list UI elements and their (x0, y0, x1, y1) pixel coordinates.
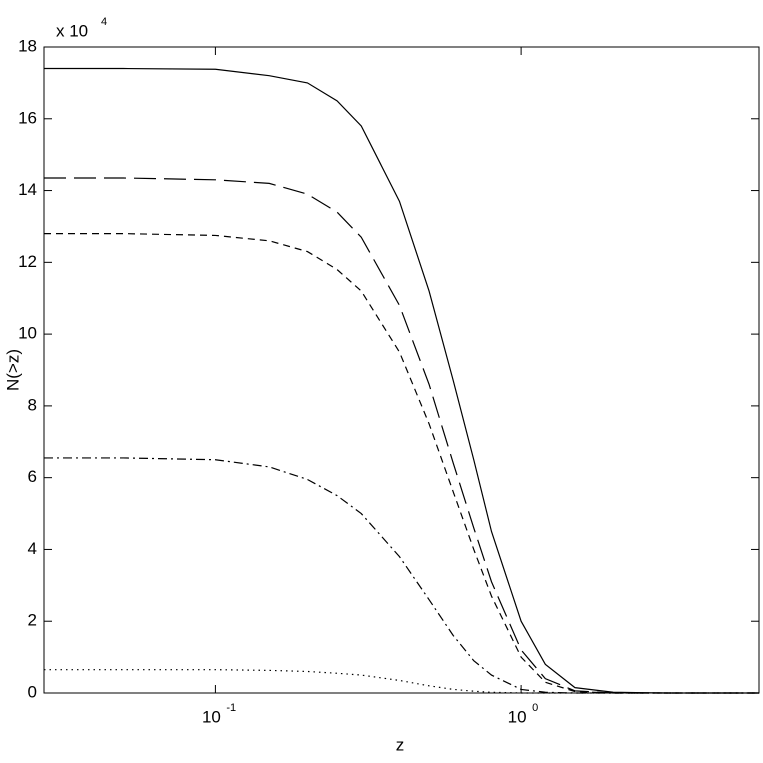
x-axis-label: z (396, 735, 405, 754)
plot-frame (43, 46, 760, 694)
x-tick-exponent: 0 (532, 702, 538, 714)
y-tick-label: 12 (18, 252, 37, 271)
y-tick-label: 16 (18, 108, 37, 127)
y-tick-label: 2 (28, 611, 37, 630)
y-tick-label: 6 (28, 467, 37, 486)
y-tick-label: 10 (18, 324, 37, 343)
y-tick-label: 0 (28, 682, 37, 701)
series-line (44, 233, 759, 694)
series-line (44, 67, 759, 694)
y-tick-label: 14 (18, 180, 37, 199)
y-axis-label: N(>z) (3, 349, 22, 391)
y-multiplier-exponent: 4 (101, 16, 107, 28)
x-tick-exponent: -1 (226, 702, 236, 714)
y-tick-label: 4 (28, 539, 37, 558)
y-multiplier: x 10 (56, 21, 88, 40)
x-tick-label: 10 (508, 707, 527, 726)
x-tick-label: 10 (202, 707, 221, 726)
series-line (44, 457, 759, 694)
y-tick-label: 8 (28, 395, 37, 414)
y-tick-label: 18 (18, 36, 37, 55)
